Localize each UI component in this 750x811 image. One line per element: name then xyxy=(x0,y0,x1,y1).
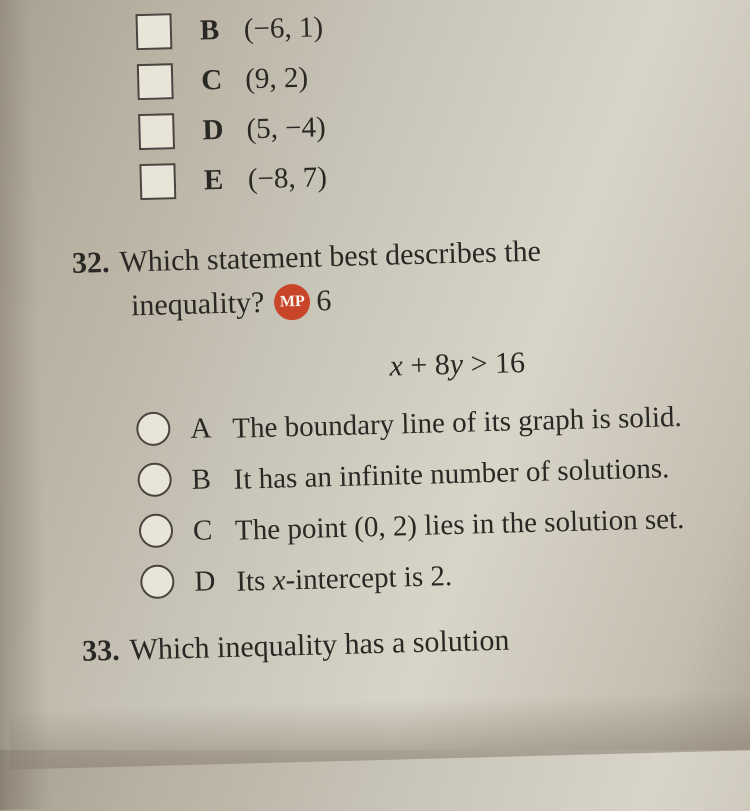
inequality-expression: x + 8y > 16 xyxy=(74,340,720,391)
checkbox-d[interactable] xyxy=(138,113,175,150)
answer-text: Its x-intercept is 2. xyxy=(236,557,453,602)
option-value: (−8, 7) xyxy=(247,161,327,196)
checkbox-b[interactable] xyxy=(135,13,172,50)
question-32: 32. Which statement best describes the i… xyxy=(61,225,725,606)
answer-text: It has an infinite number of solutions. xyxy=(233,449,670,500)
option-letter: D xyxy=(202,113,247,147)
option-letter: B xyxy=(199,13,244,47)
radio-b[interactable] xyxy=(137,462,172,497)
mp-badge-icon: MP xyxy=(274,283,311,320)
answer-text: The boundary line of its graph is solid. xyxy=(232,397,682,448)
checkbox-option-row: B (−6, 1) xyxy=(55,0,711,52)
radio-answer-row: B It has an infinite number of solutions… xyxy=(77,448,723,504)
radio-answer-row: A The boundary line of its graph is soli… xyxy=(76,396,722,452)
question-number: 33. xyxy=(82,634,120,669)
option-value: (5, −4) xyxy=(246,111,326,146)
question-text-partial: Which inequality has a solution xyxy=(129,624,510,667)
answer-letter: B xyxy=(191,462,234,496)
radio-c[interactable] xyxy=(139,513,174,548)
option-letter: C xyxy=(201,63,246,97)
question-number: 32. xyxy=(72,246,110,281)
answer-letter: A xyxy=(190,411,233,445)
checkbox-option-row: D (5, −4) xyxy=(58,99,714,152)
question-33-partial: 33. Which inequality has a solution xyxy=(72,613,728,674)
answer-letter: D xyxy=(194,565,237,599)
checkbox-e[interactable] xyxy=(139,163,176,200)
question-text-line1: Which statement best describes the xyxy=(119,235,541,279)
page-fade-bottom xyxy=(9,690,750,770)
checkbox-option-row: E (−8, 7) xyxy=(59,149,715,202)
answer-letter: C xyxy=(193,514,236,548)
textbook-page: B (−6, 1) C (9, 2) D (5, −4) E (−8, 7) 3… xyxy=(0,0,750,675)
checkbox-c[interactable] xyxy=(137,63,174,100)
option-value: (9, 2) xyxy=(245,61,309,96)
radio-answer-row: C The point (0, 2) lies in the solution … xyxy=(79,499,725,555)
question-text-line2: inequality? xyxy=(131,285,265,322)
option-letter: E xyxy=(203,163,248,197)
radio-d[interactable] xyxy=(140,564,175,599)
radio-answer-row: D Its x-intercept is 2. xyxy=(80,550,726,606)
radio-a[interactable] xyxy=(136,411,171,446)
mp-number: 6 xyxy=(316,284,332,318)
checkbox-option-row: C (9, 2) xyxy=(57,49,713,102)
option-value: (−6, 1) xyxy=(243,11,323,46)
answer-text: The point (0, 2) lies in the solution se… xyxy=(235,500,685,551)
